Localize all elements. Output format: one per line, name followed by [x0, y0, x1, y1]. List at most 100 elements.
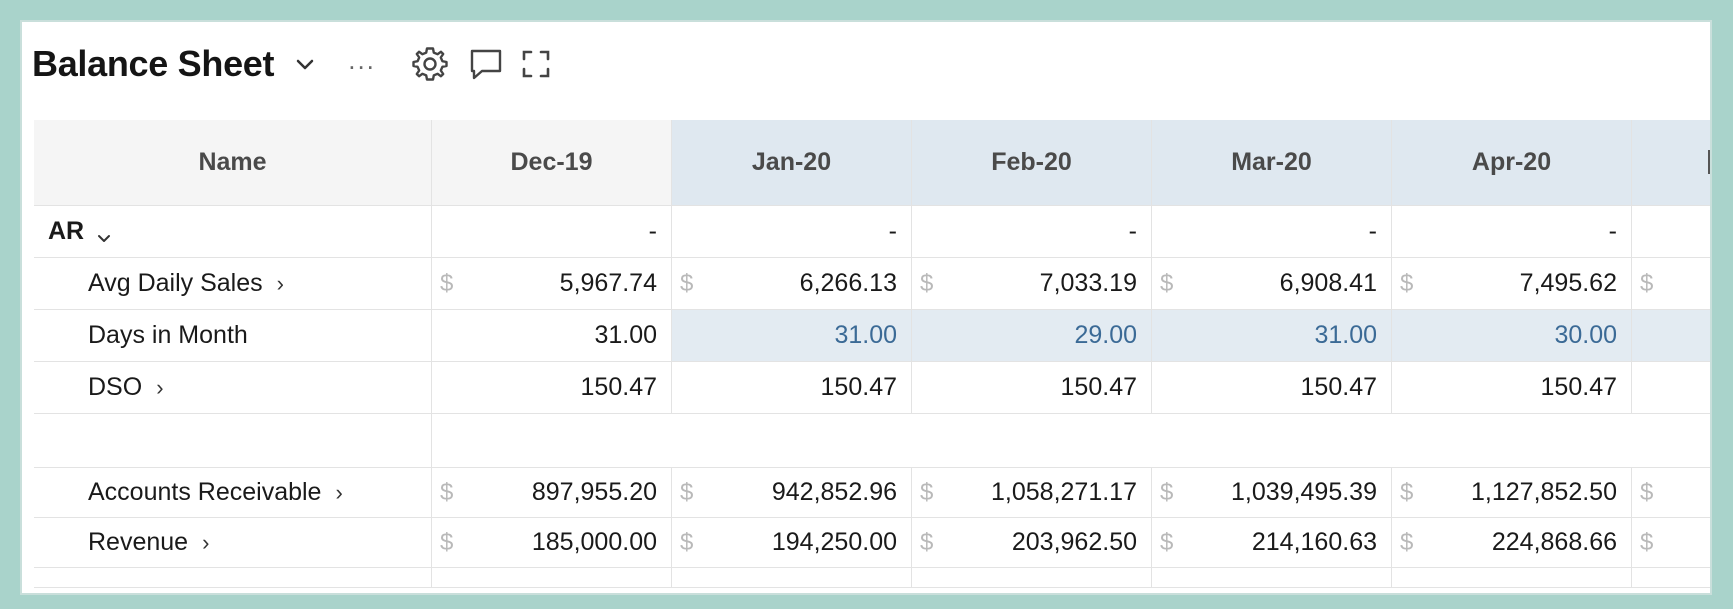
- value-cell[interactable]: 150.47: [432, 362, 672, 413]
- value-cell[interactable]: $1,039,495.39: [1152, 468, 1392, 517]
- currency-symbol: $: [920, 478, 934, 506]
- empty-cell: [1632, 568, 1710, 587]
- column-header-month[interactable]: Apr-20: [1392, 120, 1632, 205]
- value-cell[interactable]: $214,160.63: [1152, 518, 1392, 567]
- empty-cell: [912, 414, 1152, 467]
- next-column-edge: [1708, 150, 1710, 174]
- row-label[interactable]: Accounts Receivable ›: [34, 468, 432, 517]
- value-cell[interactable]: $194,250.00: [672, 518, 912, 567]
- value-cell-cut: $: [1632, 258, 1710, 309]
- value-cell[interactable]: -: [672, 206, 912, 257]
- empty-cell: [1392, 568, 1632, 587]
- balance-sheet-panel: Balance Sheet ... Name Dec-19 Jan-20 Feb…: [20, 20, 1712, 595]
- value-cell[interactable]: -: [1392, 206, 1632, 257]
- row-label-text: Revenue: [88, 528, 189, 556]
- currency-symbol: $: [1640, 528, 1654, 556]
- chevron-right-icon[interactable]: ›: [276, 270, 284, 296]
- table-row: DSO › 150.47 150.47 150.47 150.47 150.47: [34, 362, 1710, 414]
- currency-symbol: $: [1160, 269, 1174, 297]
- currency-symbol: $: [1640, 269, 1654, 297]
- value-cell[interactable]: $7,033.19: [912, 258, 1152, 309]
- value-cell[interactable]: -: [912, 206, 1152, 257]
- value-text: 194,250.00: [771, 528, 897, 556]
- chevron-right-icon[interactable]: ›: [202, 529, 210, 555]
- comment-icon[interactable]: [466, 44, 506, 84]
- value-text: 185,000.00: [531, 528, 657, 556]
- value-cell[interactable]: 150.47: [672, 362, 912, 413]
- column-header-month[interactable]: Dec-19: [432, 120, 672, 205]
- empty-cell: [1152, 414, 1392, 467]
- empty-cell: [1392, 414, 1632, 467]
- table-row: Days in Month 31.00 31.00 29.00 31.00 30…: [34, 310, 1710, 362]
- more-options-button[interactable]: ...: [348, 45, 376, 75]
- currency-symbol: $: [920, 269, 934, 297]
- editable-value-cell[interactable]: 31.00: [1152, 310, 1392, 361]
- currency-symbol: $: [1160, 528, 1174, 556]
- value-text: 942,852.96: [771, 478, 897, 506]
- value-text: 1,039,495.39: [1231, 478, 1377, 506]
- row-label[interactable]: Revenue ›: [34, 518, 432, 567]
- table-row: Avg Daily Sales › $5,967.74 $6,266.13 $7…: [34, 258, 1710, 310]
- gear-icon[interactable]: [410, 44, 450, 84]
- column-header-month[interactable]: Feb-20: [912, 120, 1152, 205]
- value-text: 7,033.19: [1039, 269, 1137, 297]
- row-label-text: DSO: [88, 373, 143, 401]
- value-cell[interactable]: 150.47: [1392, 362, 1632, 413]
- balance-sheet-table: Name Dec-19 Jan-20 Feb-20 Mar-20 Apr-20 …: [34, 120, 1710, 588]
- value-text: 897,955.20: [531, 478, 657, 506]
- column-header-month[interactable]: Mar-20: [1152, 120, 1392, 205]
- table-spacer-row: [34, 414, 1710, 468]
- value-cell[interactable]: $6,908.41: [1152, 258, 1392, 309]
- empty-cell: [672, 414, 912, 467]
- row-label-text: Accounts Receivable: [88, 478, 322, 506]
- row-label[interactable]: AR: [34, 206, 432, 257]
- chevron-right-icon[interactable]: ›: [156, 374, 164, 400]
- value-cell[interactable]: $5,967.74: [432, 258, 672, 309]
- row-label[interactable]: Avg Daily Sales ›: [34, 258, 432, 309]
- value-cell[interactable]: 150.47: [912, 362, 1152, 413]
- value-cell[interactable]: $224,868.66: [1392, 518, 1632, 567]
- value-cell[interactable]: $6,266.13: [672, 258, 912, 309]
- title-chevron-down-icon[interactable]: [292, 51, 318, 77]
- column-header-name[interactable]: Name: [34, 120, 432, 205]
- editable-value-cell[interactable]: 31.00: [672, 310, 912, 361]
- value-cell[interactable]: $7,495.62: [1392, 258, 1632, 309]
- page-title: Balance Sheet: [32, 43, 275, 84]
- row-label[interactable]: DSO ›: [34, 362, 432, 413]
- value-text: 6,266.13: [799, 269, 897, 297]
- value-cell[interactable]: $942,852.96: [672, 468, 912, 517]
- chevron-down-icon[interactable]: [96, 224, 112, 242]
- column-header-next-cut: [1632, 120, 1710, 205]
- row-label[interactable]: Days in Month: [34, 310, 432, 361]
- editable-value-cell[interactable]: 29.00: [912, 310, 1152, 361]
- currency-symbol: $: [440, 269, 454, 297]
- value-cell[interactable]: $897,955.20: [432, 468, 672, 517]
- value-text: 5,967.74: [559, 269, 657, 297]
- value-cell[interactable]: -: [1152, 206, 1392, 257]
- table-row: Revenue › $185,000.00 $194,250.00 $203,9…: [34, 518, 1710, 568]
- panel-header: Balance Sheet ...: [32, 34, 554, 94]
- value-cell[interactable]: $1,127,852.50: [1392, 468, 1632, 517]
- currency-symbol: $: [1160, 478, 1174, 506]
- editable-value-cell[interactable]: 30.00: [1392, 310, 1632, 361]
- currency-symbol: $: [680, 528, 694, 556]
- value-cell[interactable]: $203,962.50: [912, 518, 1152, 567]
- value-cell[interactable]: 150.47: [1152, 362, 1392, 413]
- table-row: AR - - - - -: [34, 206, 1710, 258]
- value-cell[interactable]: $1,058,271.17: [912, 468, 1152, 517]
- value-cell[interactable]: 31.00: [432, 310, 672, 361]
- fullscreen-icon[interactable]: [518, 46, 554, 82]
- empty-cell: [912, 568, 1152, 587]
- value-cell[interactable]: -: [432, 206, 672, 257]
- currency-symbol: $: [1400, 269, 1414, 297]
- value-cell[interactable]: $185,000.00: [432, 518, 672, 567]
- currency-symbol: $: [440, 478, 454, 506]
- empty-cell: [432, 414, 672, 467]
- empty-cell: [34, 414, 432, 467]
- column-header-month[interactable]: Jan-20: [672, 120, 912, 205]
- value-text: 214,160.63: [1251, 528, 1377, 556]
- currency-symbol: $: [1400, 478, 1414, 506]
- empty-cell: [34, 568, 432, 587]
- chevron-right-icon[interactable]: ›: [335, 479, 343, 505]
